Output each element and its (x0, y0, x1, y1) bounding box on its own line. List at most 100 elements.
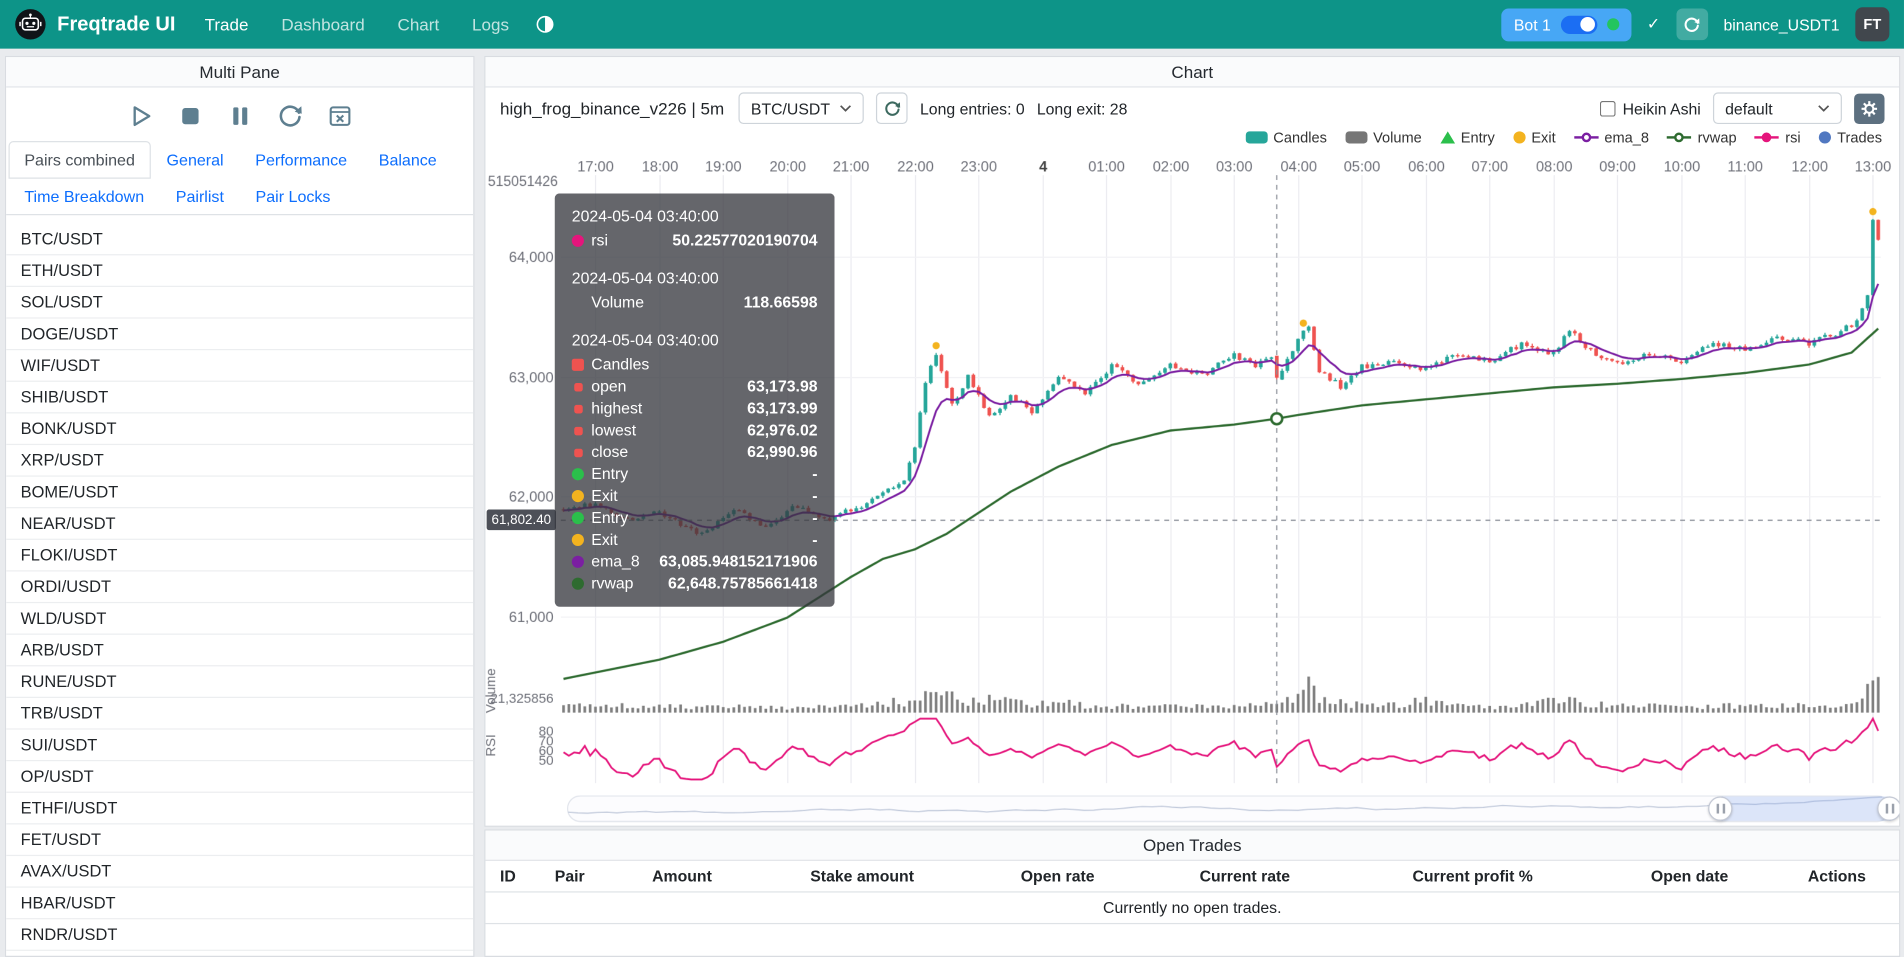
pair-row-op-usdt[interactable]: OP/USDT (6, 761, 474, 793)
pause-button[interactable] (223, 98, 257, 132)
stop-button[interactable] (173, 98, 207, 132)
tooltip-label: close (591, 442, 629, 461)
nav-links: Trade Dashboard Chart Logs (205, 15, 509, 34)
legend-label: Volume (1373, 128, 1422, 146)
ema_8-swatch-icon (1573, 130, 1599, 145)
pair-select[interactable]: BTC/USDT (738, 92, 865, 125)
theme-toggle-icon[interactable] (536, 15, 555, 34)
crosshair-price-label: 61,802.40 (486, 509, 556, 531)
chart-tooltip: 2024-05-04 03:40:00 rsi 50.22577020190704 2… (554, 193, 835, 607)
reload-button[interactable] (273, 98, 307, 132)
legend-item-candles[interactable]: Candles (1245, 128, 1327, 145)
column-actions: Actions (1807, 867, 1866, 886)
pair-row-trb-usdt[interactable]: TRB/USDT (6, 698, 474, 730)
pair-row-ar-usdt[interactable]: AR/USDT (6, 951, 473, 956)
nav-link-dashboard[interactable]: Dashboard (281, 14, 365, 35)
tab-pairs-combined[interactable]: Pairs combined (8, 141, 151, 179)
legend-item-rsi[interactable]: rsi (1754, 128, 1801, 145)
nav-link-trade[interactable]: Trade (204, 14, 249, 35)
tooltip-label: Exit (591, 486, 618, 505)
tooltip-label: Candles (591, 355, 650, 374)
tooltip-marker-icon (571, 533, 584, 546)
tooltip-marker-icon (571, 358, 584, 371)
tooltip-row-rsi: rsi 50.22577020190704 (571, 230, 818, 252)
column-open-rate: Open rate (1020, 867, 1095, 886)
pair-row-btc-usdt[interactable]: BTC/USDT (6, 224, 474, 256)
bot-enable-toggle[interactable] (1560, 15, 1598, 34)
play-button[interactable] (123, 98, 157, 132)
tooltip-value: 63,173.98 (747, 376, 818, 396)
tooltip-row-volume: Volume 118.66598 (572, 292, 818, 314)
chart-panel-header: Chart (485, 57, 1900, 88)
column-amount: Amount (652, 867, 712, 886)
zoom-handle-right[interactable] (1877, 796, 1900, 821)
tab-pairlist[interactable]: Pairlist (175, 187, 224, 206)
running-bot-label: binance_USDT1 (1723, 15, 1840, 34)
nav-link-logs[interactable]: Logs (472, 14, 509, 35)
nav-link-chart[interactable]: Chart (397, 14, 440, 35)
pair-row-rune-usdt[interactable]: RUNE/USDT (6, 666, 474, 698)
legend-item-volume[interactable]: Volume (1345, 128, 1422, 145)
legend-item-rvwap[interactable]: rvwap (1667, 128, 1737, 145)
tooltip-value: - (812, 508, 818, 527)
bot-selector[interactable]: Bot 1 (1501, 7, 1632, 41)
user-avatar[interactable]: FT (1855, 7, 1890, 42)
legend-item-ema_8[interactable]: ema_8 (1573, 128, 1649, 145)
pair-row-shib-usdt[interactable]: SHIB/USDT (6, 382, 474, 414)
pair-row-avax-usdt[interactable]: AVAX/USDT (6, 856, 474, 888)
candles-swatch-icon (1245, 130, 1268, 143)
pair-row-rndr-usdt[interactable]: RNDR/USDT (6, 919, 474, 951)
tooltip-marker-icon (573, 426, 583, 435)
pair-row-near-usdt[interactable]: NEAR/USDT (6, 508, 474, 540)
freqtrade-logo-icon (15, 9, 47, 41)
chart-toolbar: high_frog_binance_v226 | 5m BTC/USDT Lon… (485, 88, 1899, 125)
right-column: Chart high_frog_binance_v226 | 5m BTC/US… (484, 55, 1901, 957)
pair-row-floki-usdt[interactable]: FLOKI/USDT (6, 540, 474, 572)
heikin-ashi-option[interactable]: Heikin Ashi (1599, 99, 1701, 117)
bot-online-dot (1606, 18, 1619, 31)
legend-item-exit[interactable]: Exit (1513, 128, 1556, 145)
zoom-navigator[interactable] (566, 795, 1900, 823)
tooltip-label: Exit (591, 530, 618, 549)
plot-config-select[interactable]: default (1712, 92, 1842, 125)
rsi-swatch-icon (1754, 130, 1780, 145)
pair-row-wif-usdt[interactable]: WIF/USDT (6, 350, 474, 382)
tooltip-row-exit: Exit - (571, 485, 818, 507)
pair-row-wld-usdt[interactable]: WLD/USDT (6, 603, 474, 635)
pair-select-value: BTC/USDT (750, 99, 830, 118)
legend-item-trades[interactable]: Trades (1818, 128, 1882, 145)
pair-row-doge-usdt[interactable]: DOGE/USDT (6, 319, 474, 351)
tab-general[interactable]: General (166, 150, 224, 170)
pair-row-ordi-usdt[interactable]: ORDI/USDT (6, 572, 474, 604)
pair-row-ethfi-usdt[interactable]: ETHFI/USDT (6, 793, 474, 825)
cancel-open-orders-button[interactable] (322, 98, 356, 132)
tooltip-row-close: close 62,990.96 (572, 441, 818, 463)
tab-pair-locks[interactable]: Pair Locks (255, 187, 331, 206)
pair-row-fet-usdt[interactable]: FET/USDT (6, 824, 474, 857)
pair-row-sol-usdt[interactable]: SOL/USDT (6, 287, 474, 319)
tab-balance[interactable]: Balance (378, 150, 437, 170)
pair-row-eth-usdt[interactable]: ETH/USDT (6, 255, 474, 287)
zoom-handle-left[interactable] (1708, 796, 1733, 821)
pair-row-hbar-usdt[interactable]: HBAR/USDT (6, 888, 474, 920)
refresh-chart-button[interactable] (876, 92, 908, 125)
tooltip-section: 2024-05-04 03:40:00 Candles open 63,173.98 h… (571, 330, 818, 595)
tab-performance[interactable]: Performance (255, 150, 348, 170)
pair-row-xrp-usdt[interactable]: XRP/USDT (6, 445, 474, 477)
refresh-all-button[interactable] (1675, 8, 1708, 41)
pair-row-sui-usdt[interactable]: SUI/USDT (6, 730, 474, 762)
tooltip-value: - (812, 486, 818, 505)
pair-row-bome-usdt[interactable]: BOME/USDT (6, 477, 474, 509)
plot-settings-button[interactable] (1854, 93, 1885, 124)
tab-time-breakdown[interactable]: Time Breakdown (24, 187, 145, 206)
heikin-ashi-checkbox[interactable] (1599, 100, 1616, 117)
bot-ok-check-icon: ✓ (1646, 14, 1661, 33)
pair-row-arb-usdt[interactable]: ARB/USDT (6, 635, 474, 667)
pair-row-bonk-usdt[interactable]: BONK/USDT (6, 413, 474, 446)
zoom-window[interactable] (1721, 796, 1891, 821)
legend-label: Entry (1460, 128, 1495, 146)
legend-item-entry[interactable]: Entry (1440, 128, 1495, 145)
tooltip-value: 118.66598 (743, 293, 818, 312)
navbar-right: Bot 1 ✓ binance_USDT1 FT (1501, 7, 1890, 42)
